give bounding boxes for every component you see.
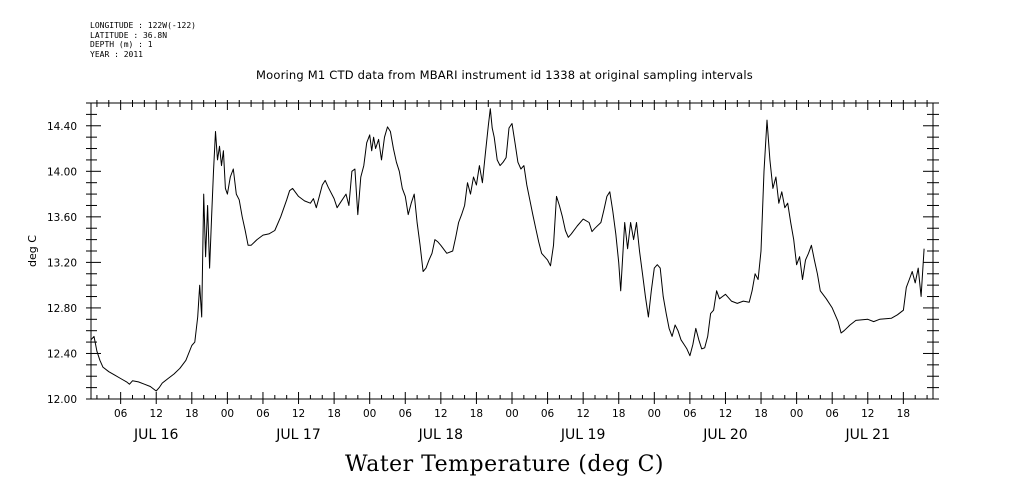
axis-ticks [86, 100, 939, 404]
x-day-label: JUL 16 [133, 427, 179, 443]
plot-frame [90, 102, 934, 400]
x-tick-label: 00 [221, 408, 234, 420]
year-label: YEAR : 2011 [90, 49, 143, 59]
x-tick-label: 06 [826, 408, 840, 420]
y-tick-label: 13.20 [47, 257, 77, 269]
y-tick-label: 14.40 [47, 121, 77, 133]
latitude-label: LATITUDE : 36.8N [90, 30, 168, 40]
y-tick-label: 13.60 [47, 212, 77, 224]
y-tick-label: 12.40 [47, 348, 77, 360]
x-day-label: JUL 20 [702, 427, 747, 443]
y-tick-label: 12.00 [47, 394, 77, 406]
x-tick-label: 06 [683, 408, 697, 420]
x-tick-label: 18 [612, 408, 625, 420]
x-tick-label: 12 [861, 408, 874, 420]
x-tick-label: 18 [754, 408, 767, 420]
depth-label: DEPTH (m) : 1 [90, 40, 153, 49]
y-tick-label: 14.00 [47, 166, 77, 178]
x-tick-label: 12 [150, 408, 163, 420]
x-tick-label: 12 [292, 408, 305, 420]
x-tick-label: 06 [399, 408, 413, 420]
station-metadata: LONGITUDE : 122W(-122) LATITUDE : 36.8N … [90, 21, 196, 59]
chart-subtitle: Water Temperature (deg C) [345, 452, 664, 477]
x-day-labels: JUL 16 JUL 17 JUL 18 JUL 19 JUL 20 JUL 21 [133, 427, 890, 443]
x-tick-label: 06 [114, 408, 128, 420]
x-tick-label: 00 [363, 408, 376, 420]
x-tick-label: 06 [256, 408, 270, 420]
x-tick-label: 18 [897, 408, 910, 420]
y-tick-label: 12.80 [47, 303, 77, 315]
x-tick-label: 12 [434, 408, 447, 420]
x-tick-label: 06 [541, 408, 555, 420]
x-tick-label: 18 [185, 408, 198, 420]
x-tick-label: 18 [327, 408, 340, 420]
temperature-series-line [90, 108, 925, 392]
series-group [90, 108, 925, 392]
x-day-label: JUL 21 [845, 427, 890, 443]
x-tick-labels: 06 12 18 00 06 12 18 00 06 12 18 00 06 12 18 00 06 12 18 00… [114, 408, 910, 420]
x-tick-label: 00 [505, 408, 518, 420]
chart-title: Mooring M1 CTD data from MBARI instrumen… [256, 68, 753, 82]
y-tick-labels: 12.00 12.40 12.80 13.20 13.60 14.00 14.40 [47, 121, 77, 406]
x-tick-label: 12 [719, 408, 732, 420]
x-tick-label: 18 [470, 408, 483, 420]
y-axis-label: deg C [26, 235, 39, 267]
x-day-label: JUL 19 [560, 427, 605, 443]
x-tick-label: 00 [790, 408, 803, 420]
x-tick-label: 00 [648, 408, 661, 420]
x-day-label: JUL 17 [275, 427, 320, 443]
longitude-label: LONGITUDE : 122W(-122) [90, 21, 196, 30]
x-tick-label: 12 [576, 408, 589, 420]
x-day-label: JUL 18 [418, 427, 463, 443]
